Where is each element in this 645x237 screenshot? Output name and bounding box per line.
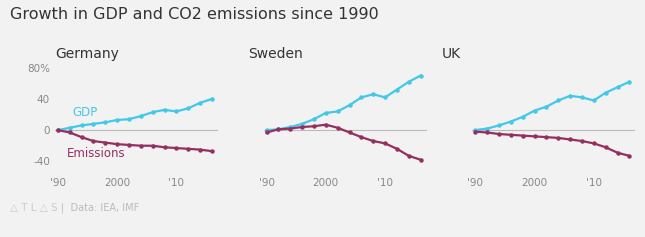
Text: Growth in GDP and CO2 emissions since 1990: Growth in GDP and CO2 emissions since 19… xyxy=(10,7,379,22)
Text: |  Data: IEA, IMF: | Data: IEA, IMF xyxy=(61,203,139,213)
Text: Emissions: Emissions xyxy=(66,147,125,160)
Text: UK: UK xyxy=(442,47,461,61)
Text: Germany: Germany xyxy=(55,47,119,61)
Text: △ T L △ S: △ T L △ S xyxy=(10,203,57,213)
Text: GDP: GDP xyxy=(73,106,98,119)
Text: Sweden: Sweden xyxy=(248,47,303,61)
